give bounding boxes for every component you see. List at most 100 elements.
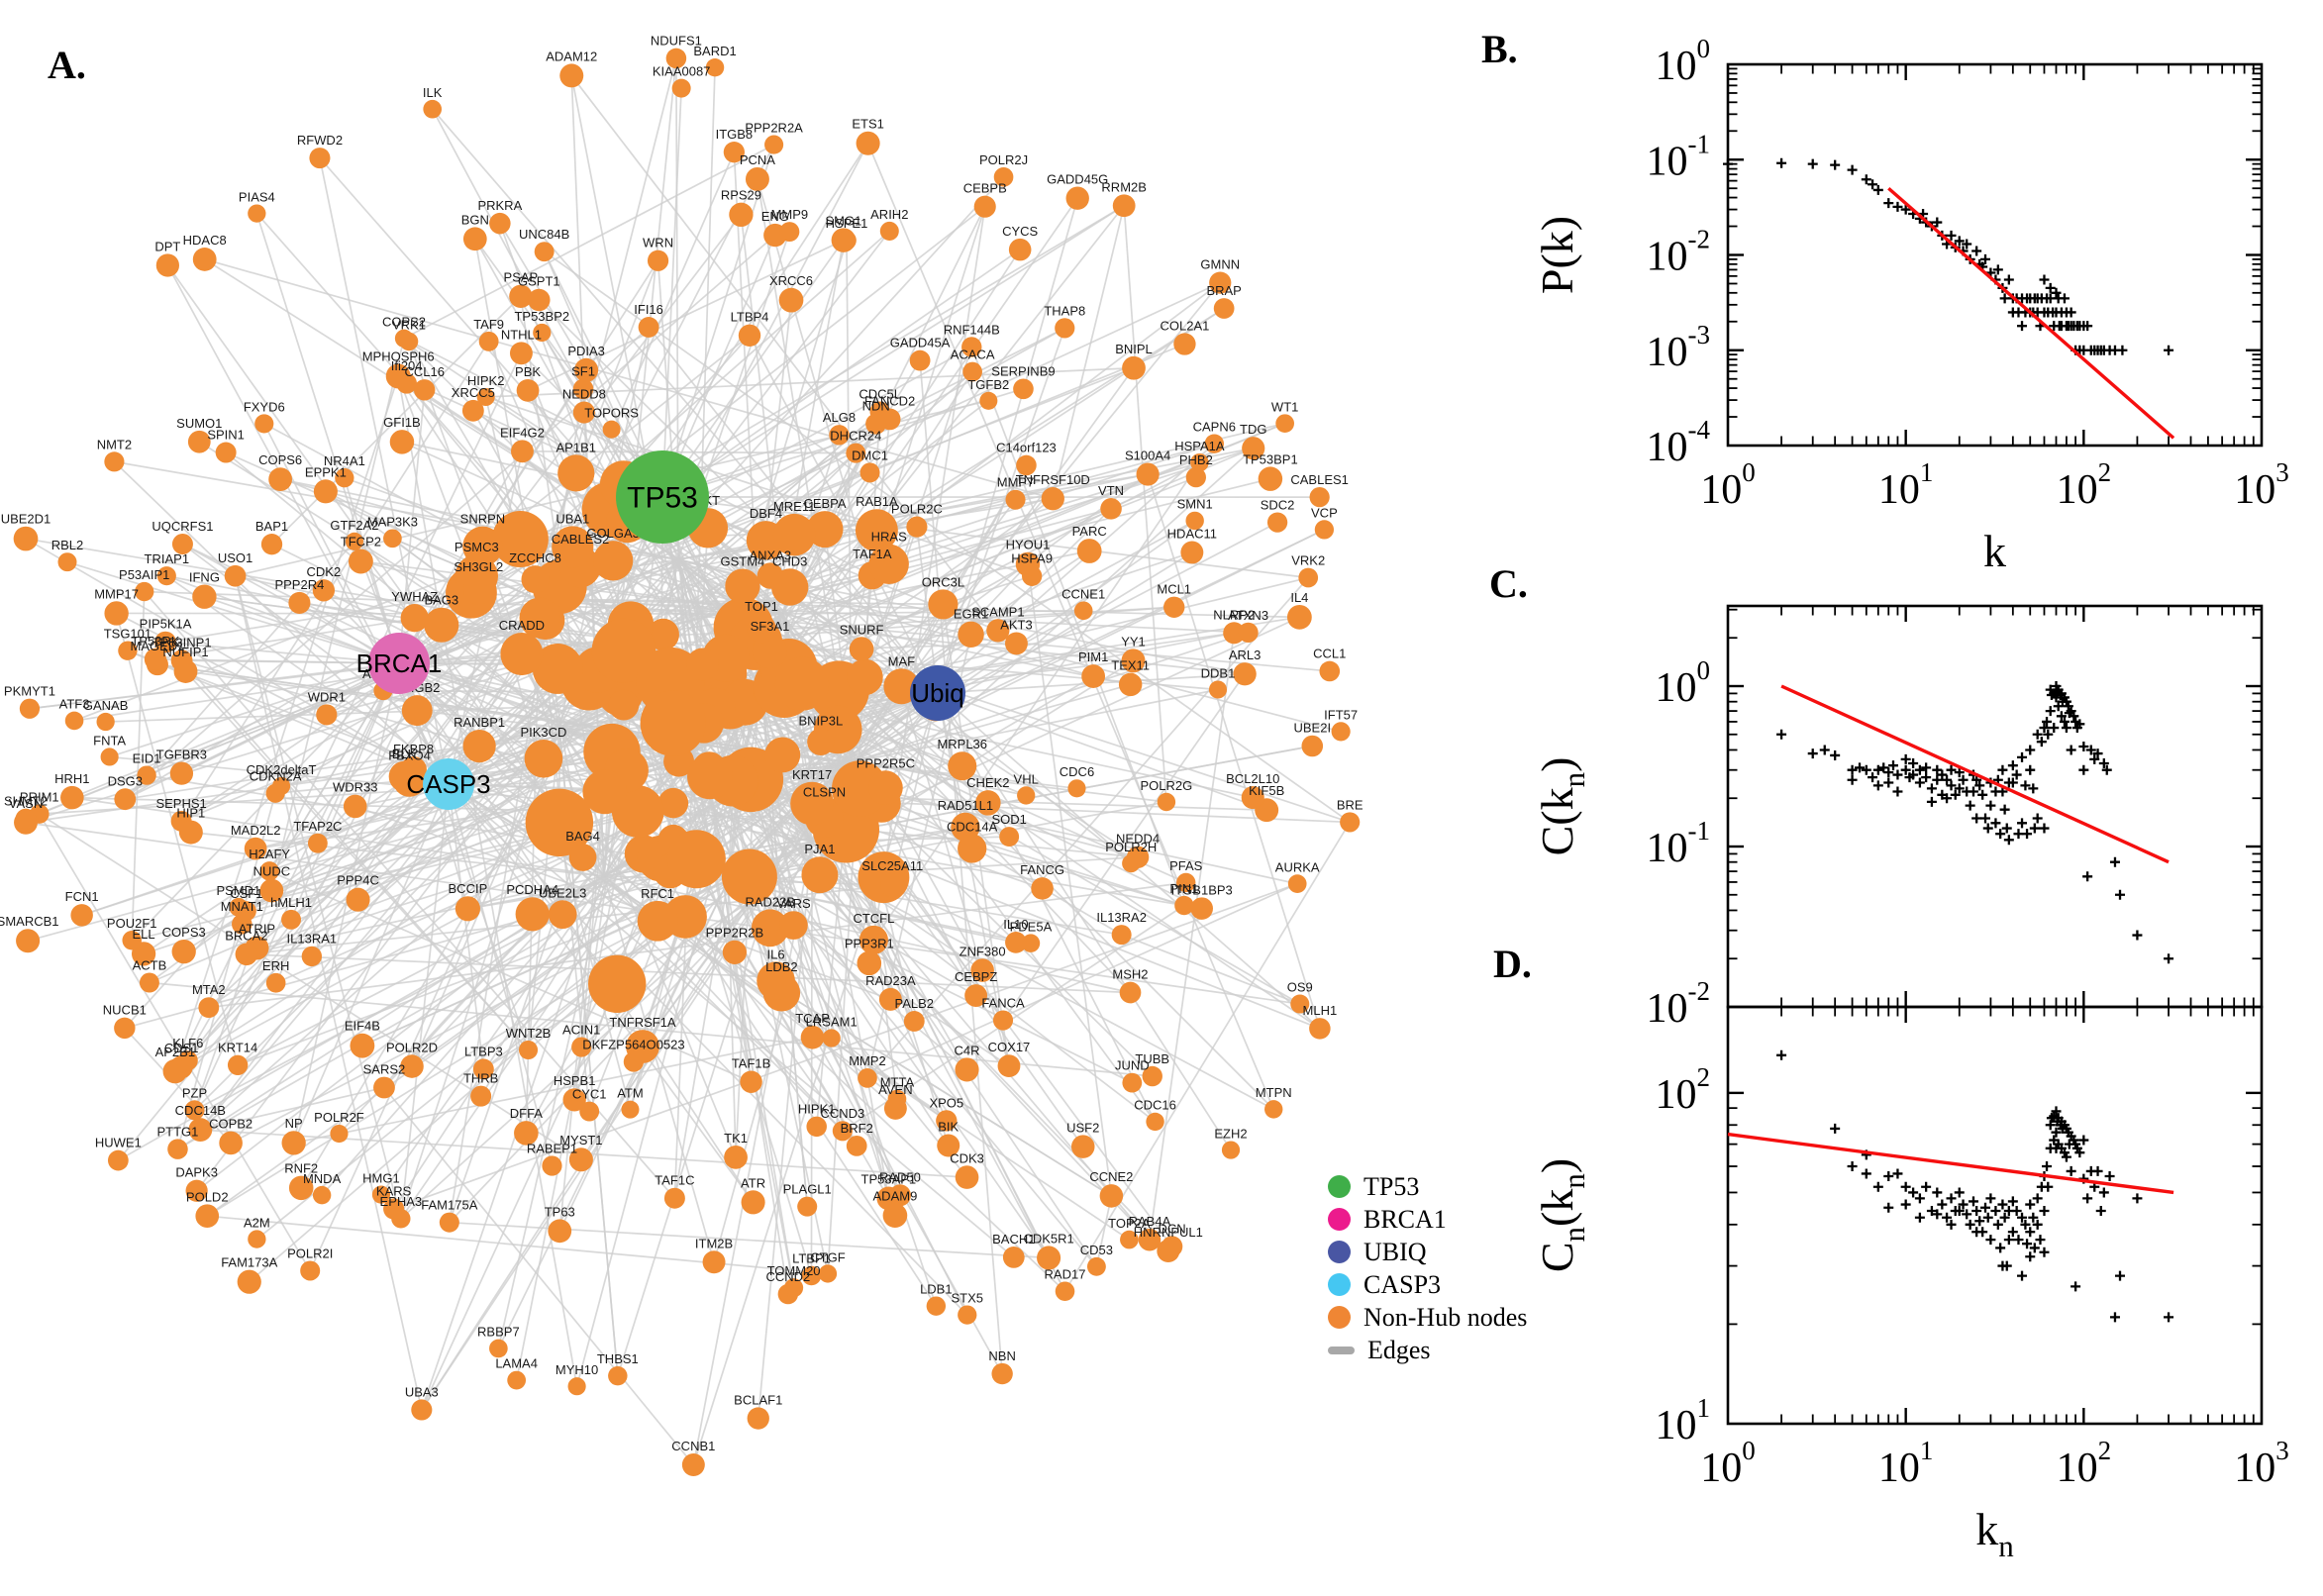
network-node xyxy=(518,1040,539,1060)
network-node xyxy=(348,549,373,574)
network-node xyxy=(1264,1100,1283,1119)
network-node-label: CYC1 xyxy=(572,1087,607,1102)
network-node-label: USO1 xyxy=(218,550,252,565)
core-blob xyxy=(687,753,733,800)
network-node xyxy=(771,568,809,606)
network-node xyxy=(1173,333,1196,355)
network-node xyxy=(400,756,427,783)
network-node xyxy=(169,761,194,785)
network-node xyxy=(155,253,179,277)
network-node-label: ACACA xyxy=(951,348,995,362)
network-node-label: COX17 xyxy=(988,1040,1031,1054)
network-node-label: CRADD xyxy=(499,618,545,633)
network-node xyxy=(118,641,138,660)
network-node xyxy=(265,972,286,993)
network-node-label: ERH xyxy=(262,958,289,973)
network-node xyxy=(548,1219,572,1244)
network-node xyxy=(96,712,115,732)
network-node-label: CLSPN xyxy=(803,784,846,799)
network-node xyxy=(867,770,903,806)
network-node-label: CCL1 xyxy=(1313,647,1346,661)
network-node-label: NEDD4 xyxy=(1116,832,1160,847)
network-node-label: VCP xyxy=(1311,505,1338,520)
network-node-label: TAF1C xyxy=(655,1173,694,1188)
network-node-label: MSH2 xyxy=(1112,967,1148,982)
network-node-label: MMP9 xyxy=(771,207,809,222)
network-node-label: CHD3 xyxy=(772,553,807,568)
network-node-label: WNT2B xyxy=(506,1026,552,1041)
network-node xyxy=(568,844,597,871)
core-blob xyxy=(686,648,719,681)
core-blob xyxy=(831,760,888,817)
network-node-label: HIPK1 xyxy=(798,1102,836,1117)
network-node xyxy=(961,337,982,357)
network-node-label: CAPN6 xyxy=(1193,419,1236,434)
network-node-label: TK1 xyxy=(724,1131,748,1146)
network-node-label: NEDD8 xyxy=(562,387,606,402)
network-node xyxy=(122,931,142,950)
hub-label-brca1: BRCA1 xyxy=(356,648,443,678)
network-node-label: RFWD2 xyxy=(297,133,343,148)
network-node-label: PRKRA xyxy=(477,198,522,213)
network-node-label: PJA1 xyxy=(804,842,835,856)
network-node xyxy=(572,378,594,400)
network-node-label: POLR2C xyxy=(891,502,943,517)
tp53-marker-icon xyxy=(1328,1175,1351,1198)
network-node-label: PCNA xyxy=(740,152,775,167)
network-node xyxy=(500,633,544,676)
network-node xyxy=(330,1124,349,1144)
legend-label: BRCA1 xyxy=(1364,1204,1447,1234)
ubiq-marker-icon xyxy=(1328,1241,1351,1263)
network-node-label: EIF4B xyxy=(345,1019,380,1034)
network-node-label: MAP3K3 xyxy=(367,514,418,529)
network-node-label: UBA3 xyxy=(405,1384,439,1399)
network-node-label: IFI16 xyxy=(634,302,663,317)
network-node-label: CEBPZ xyxy=(955,969,997,984)
network-node xyxy=(1340,812,1361,833)
network-node-label: BAG3 xyxy=(424,593,458,608)
network-node xyxy=(562,1088,586,1112)
network-node-label: DFFA xyxy=(510,1106,544,1121)
network-node xyxy=(855,509,898,552)
network-node-label: ATRIP xyxy=(239,922,275,937)
network-node xyxy=(1180,541,1204,564)
network-node-label: BLK xyxy=(392,747,417,761)
network-node xyxy=(1301,735,1324,757)
network-node-label: ENG xyxy=(761,209,789,224)
network-node-label: RFC1 xyxy=(641,886,674,901)
network-node-label: RAD23A xyxy=(865,973,916,988)
network-node-label: HMG1 xyxy=(362,1171,400,1186)
network-node-label: PTTG1 xyxy=(157,1124,199,1139)
network-node xyxy=(1142,1065,1162,1087)
network-node-label: SPIN1 xyxy=(207,428,245,443)
network-node-label: NUCB1 xyxy=(103,1003,147,1018)
network-node xyxy=(335,468,354,488)
network-node xyxy=(973,195,996,218)
network-node-label: ANXA3 xyxy=(749,548,791,562)
network-node xyxy=(764,135,784,154)
network-node xyxy=(986,619,1010,643)
network-node-label: MRE11 xyxy=(773,499,815,514)
network-node xyxy=(638,317,659,338)
network-node xyxy=(70,904,93,927)
network-node-label: ZCCHC8 xyxy=(509,550,561,565)
network-node-label: LTBP3 xyxy=(464,1044,503,1058)
network-node-label: DAPK3 xyxy=(175,1165,218,1180)
network-node xyxy=(784,1278,804,1298)
network-node xyxy=(723,142,746,163)
network-node-label: NTHL1 xyxy=(501,327,542,342)
network-node xyxy=(909,349,931,371)
network-node-label: LRSAM1 xyxy=(806,1014,858,1029)
network-node xyxy=(725,568,760,604)
network-node-label: NR4A1 xyxy=(324,453,365,468)
network-node-label: S100A4 xyxy=(1125,449,1170,463)
network-node-label: ARL3 xyxy=(1229,648,1262,662)
tick-label: 100 xyxy=(1700,457,1756,513)
network-node-label: YY1 xyxy=(1121,634,1146,648)
network-node-label: TGFBR3 xyxy=(156,748,207,762)
network-node xyxy=(958,834,987,863)
legend-label: TP53 xyxy=(1364,1171,1420,1201)
network-node-label: BRCA2 xyxy=(225,928,267,943)
network-node-label: CHEK2 xyxy=(966,775,1009,790)
network-node xyxy=(462,730,496,763)
